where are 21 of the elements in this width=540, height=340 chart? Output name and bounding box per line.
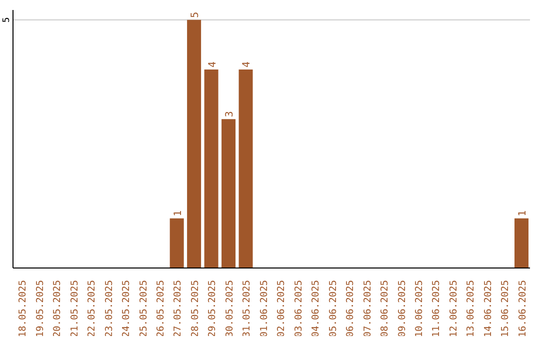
bar [222,119,236,268]
x-tick-label: 10.06.2025 [414,280,425,338]
x-tick-label: 15.06.2025 [500,280,512,338]
bar [204,70,218,268]
x-tick-label: 14.06.2025 [482,280,494,338]
x-tick-label: 19.05.2025 [34,280,46,338]
x-tick-label: 18.05.2025 [18,280,29,338]
x-tick-label: 16.06.2025 [517,280,528,338]
bar [238,70,253,268]
x-tick-label: 12.06.2025 [448,280,460,338]
data-label: 5 [190,12,202,18]
data-label: 1 [517,210,528,216]
x-tick-label: 13.06.2025 [466,280,477,338]
bar [187,20,202,268]
x-tick-label: 11.06.2025 [431,280,442,338]
data-label: 4 [242,62,253,68]
bar [170,218,184,268]
data-label: 1 [172,210,184,216]
data-label: 4 [207,62,218,68]
bar [514,218,528,268]
data-label: 3 [224,111,236,118]
